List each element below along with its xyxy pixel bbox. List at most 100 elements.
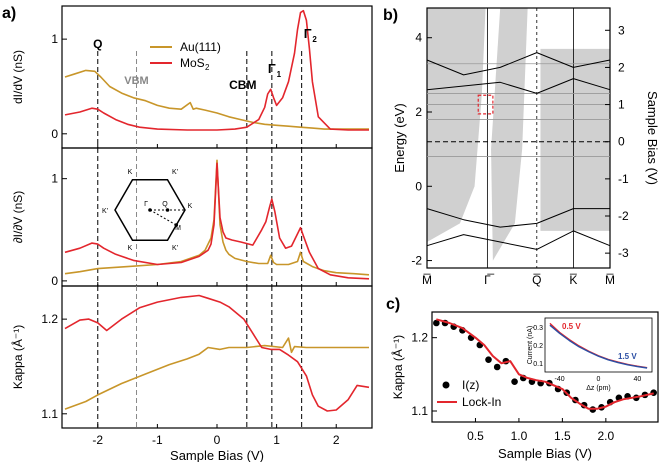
x-tick-label: M̅ xyxy=(422,273,432,287)
bz-label: K xyxy=(188,203,193,210)
inset-frame xyxy=(544,317,653,373)
legend-label-lockin: Lock-In xyxy=(462,395,501,409)
marker-label-gamma2-sub: 2 xyxy=(312,35,317,44)
y-axis-label-right: Sample Bias (V) xyxy=(645,91,660,185)
bz-path xyxy=(149,209,177,226)
y-tick-label-right: 3 xyxy=(618,23,625,37)
inset-label-05v: 0.5 V xyxy=(562,322,581,331)
x-tick-label: 1 xyxy=(273,433,280,447)
series-line-au111 xyxy=(64,337,369,410)
y-tick-label: 1.1 xyxy=(411,404,428,418)
inset-series-line xyxy=(549,324,648,369)
bz-path xyxy=(175,209,186,226)
projected-bulk-band xyxy=(491,8,528,261)
bz-label: K xyxy=(128,169,133,176)
y-tick-label-right: 0 xyxy=(618,135,625,149)
legend-label-iz: I(z) xyxy=(462,378,479,392)
band-line xyxy=(426,230,611,250)
marker-label-gamma2: Γ xyxy=(304,26,312,41)
x-axis-label: Sample Bias (V) xyxy=(170,448,264,462)
inset-x-tick-label: 40 xyxy=(634,376,642,383)
bz-gamma-point xyxy=(148,208,152,212)
panel-c-frame xyxy=(431,311,659,423)
scatter-point-iz xyxy=(493,363,501,371)
hexagon-brillouin-zone xyxy=(114,178,186,242)
y-tick-label: 1.1 xyxy=(41,407,58,421)
inset-y-tick-label: 0.3 xyxy=(533,325,543,332)
panel-label-a: a) xyxy=(2,5,16,22)
series-line-mos2 xyxy=(64,162,370,280)
y-tick-label-right: -1 xyxy=(618,172,629,186)
series-line-au111 xyxy=(64,69,369,130)
series-line-lockin xyxy=(436,318,654,410)
projected-bulk-band xyxy=(427,8,486,242)
panel-b-frame xyxy=(426,7,611,269)
x-tick-label: 0.5 xyxy=(467,429,484,443)
marker-label-vbm: VBM xyxy=(124,75,148,87)
inset-label-15v: 1.5 V xyxy=(618,352,637,361)
x-axis-label: Sample Bias (V) xyxy=(498,446,592,461)
inset-y-tick-label: 0.1 xyxy=(533,361,543,368)
y-tick-label: 0 xyxy=(51,127,58,141)
y-axis-label: dI/dV (nS) xyxy=(11,50,25,104)
inset-x-tick-label: -40 xyxy=(555,376,565,383)
scatter-point-iz xyxy=(433,319,440,327)
x-tick-label: -1 xyxy=(152,433,163,447)
y-tick-label: 2 xyxy=(415,105,422,119)
y-tick-label: 1.2 xyxy=(411,331,428,345)
series-line-mos2 xyxy=(64,9,369,131)
y-tick-label-right: 1 xyxy=(618,98,625,112)
bz-label: K' xyxy=(172,169,178,176)
y-tick-label: 0 xyxy=(415,179,422,193)
marker-label-gamma1: Γ xyxy=(268,61,276,76)
marker-label-q: Q xyxy=(93,37,102,51)
projected-bulk-band xyxy=(540,48,610,231)
y-axis-label: Energy (eV) xyxy=(392,103,407,172)
legend-label-mos2: MoS xyxy=(180,56,205,70)
y-tick-label: 1 xyxy=(51,32,58,46)
panel-label-b: b) xyxy=(383,7,398,24)
bz-q-point xyxy=(165,208,170,212)
inset-x-tick-label: 0 xyxy=(597,376,601,383)
x-tick-label: -2 xyxy=(92,433,103,447)
x-tick-label: Q̅ xyxy=(532,273,541,287)
y-axis-label: Kappa (Å⁻¹) xyxy=(390,335,405,399)
inset-y-label: Current (nA) xyxy=(527,326,534,365)
bz-label: Q xyxy=(162,201,168,208)
y-tick-label: 1 xyxy=(51,172,58,186)
x-tick-label: 0 xyxy=(214,433,221,447)
band-line xyxy=(426,208,610,228)
y-tick-label: 0 xyxy=(51,274,58,288)
y-tick-label: 4 xyxy=(415,31,422,45)
series-line-au111 xyxy=(64,159,370,276)
bz-label: M xyxy=(175,225,181,232)
marker-label-gamma1-sub: 1 xyxy=(277,70,282,79)
x-tick-label: M̅ xyxy=(605,273,615,287)
x-tick-label: 2.0 xyxy=(598,429,615,443)
y-tick-label-right: -2 xyxy=(618,209,629,223)
bz-label: Γ xyxy=(144,201,148,208)
y-tick-label-right: -3 xyxy=(618,246,629,260)
band-line xyxy=(426,52,611,76)
y-tick-label: -2 xyxy=(411,254,422,268)
y-axis-label: Kappa (Å⁻¹) xyxy=(10,325,25,389)
y-tick-label: 1.2 xyxy=(41,312,58,326)
marker-label-cbm: CBM xyxy=(229,78,256,92)
panel-label-c: c) xyxy=(386,296,400,313)
subplot-frame xyxy=(61,5,373,149)
bz-label: K' xyxy=(102,208,108,215)
y-tick-label-right: 2 xyxy=(618,60,625,74)
bz-m-point xyxy=(174,223,179,227)
scatter-point-iz xyxy=(650,389,657,396)
x-tick-label: 2 xyxy=(333,433,340,447)
legend-marker-iz xyxy=(442,381,450,389)
legend-label-au: Au(111) xyxy=(180,40,221,54)
scatter-point-iz xyxy=(485,356,492,363)
scatter-point-iz xyxy=(511,378,518,385)
y-axis-label: ∂I/∂V (nS) xyxy=(11,191,25,244)
series-line-mos2 xyxy=(64,294,370,412)
legend-label-mos2-sub: 2 xyxy=(205,63,210,72)
x-tick-label: Γ̅ xyxy=(484,273,495,287)
inset-x-label: Δz (pm) xyxy=(586,385,611,392)
